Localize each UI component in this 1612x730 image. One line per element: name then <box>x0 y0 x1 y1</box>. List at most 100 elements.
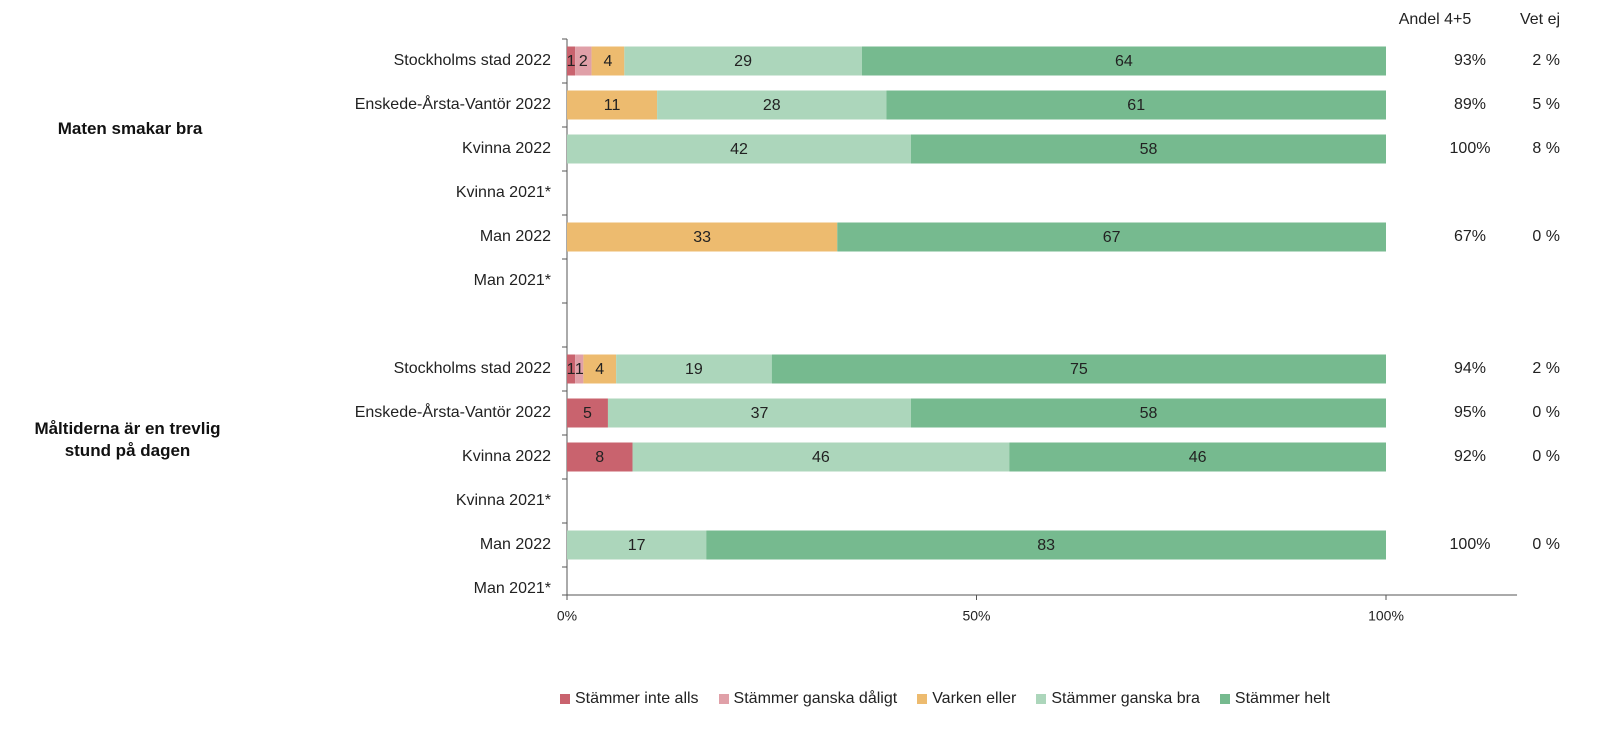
bar-segment <box>591 46 625 76</box>
bar-segment <box>616 354 772 384</box>
column-value: 0 % <box>1532 404 1560 421</box>
data-label: 42 <box>730 141 748 158</box>
column-value: 93% <box>1454 52 1486 69</box>
legend-swatch <box>559 694 570 704</box>
legend-swatch <box>917 694 928 704</box>
bar-segment <box>861 46 1386 76</box>
legend-swatch <box>1036 694 1047 704</box>
category-label: Stockholms stad 2022 <box>394 360 552 377</box>
bar-segment <box>567 134 911 164</box>
category-label: Man 2022 <box>480 228 551 245</box>
column-value: 5 % <box>1532 96 1560 113</box>
bar-segment <box>567 530 707 560</box>
category-label: Kvinna 2021* <box>456 492 551 509</box>
legend-label: Stämmer ganska dåligt <box>733 690 898 707</box>
legend-label: Varken eller <box>932 690 1017 707</box>
bar-segment <box>567 442 633 472</box>
legend-swatch <box>1219 694 1230 704</box>
bar-segment <box>771 354 1386 384</box>
bar-segment <box>886 90 1386 120</box>
data-label: 33 <box>693 229 711 246</box>
data-label: 61 <box>1127 97 1145 114</box>
bar-segment <box>567 222 838 252</box>
data-label: 8 <box>595 449 604 466</box>
column-value: 67% <box>1454 228 1486 245</box>
data-label: 58 <box>1140 405 1158 422</box>
bar-segment <box>583 354 617 384</box>
category-label: Enskede-Årsta-Vantör 2022 <box>355 94 551 113</box>
column-value: 0 % <box>1532 536 1560 553</box>
legend-label: Stämmer inte alls <box>574 690 699 707</box>
category-label: Man 2021* <box>474 580 551 597</box>
data-label: 28 <box>763 97 781 114</box>
category-label: Kvinna 2021* <box>456 184 551 201</box>
column-value: 2 % <box>1532 360 1560 377</box>
data-label: 11 <box>604 97 621 114</box>
category-label: Man 2021* <box>474 272 551 289</box>
category-label: Enskede-Årsta-Vantör 2022 <box>355 402 551 421</box>
legend-item: Stämmer helt <box>1219 690 1331 708</box>
legend: Stämmer inte alls Stämmer ganska dåligt Va… <box>0 690 1612 708</box>
legend-label: Stämmer helt <box>1234 690 1331 707</box>
column-value: 0 % <box>1532 228 1560 245</box>
data-label: 17 <box>628 537 646 554</box>
bar-segment <box>657 90 887 120</box>
column-value: 100% <box>1450 536 1491 553</box>
data-label: 58 <box>1140 141 1158 158</box>
data-label: 64 <box>1115 53 1133 70</box>
bar-segment <box>575 46 592 76</box>
column-value: 92% <box>1454 448 1486 465</box>
bar-segment <box>837 222 1386 252</box>
data-label: 5 <box>583 405 592 422</box>
data-label: 75 <box>1070 361 1088 378</box>
column-value: 100% <box>1450 140 1491 157</box>
data-label: 2 <box>579 53 588 70</box>
data-label: 67 <box>1103 229 1121 246</box>
bar-segment <box>1009 442 1386 472</box>
data-label: 1 <box>567 361 576 378</box>
data-label: 29 <box>734 53 752 70</box>
data-label: 46 <box>1189 449 1207 466</box>
column-value: 0 % <box>1532 448 1560 465</box>
bar-segment <box>567 90 658 120</box>
legend-swatch <box>718 694 729 704</box>
category-label: Kvinna 2022 <box>462 448 551 465</box>
data-label: 83 <box>1037 537 1055 554</box>
category-label: Stockholms stad 2022 <box>394 52 552 69</box>
column-value: 94% <box>1454 360 1486 377</box>
bar-segment <box>624 46 862 76</box>
bar-segment <box>567 354 576 384</box>
legend-item: Stämmer ganska dåligt <box>718 690 898 708</box>
column-header: Andel 4+5 <box>1399 11 1472 28</box>
data-label: 1 <box>575 361 584 378</box>
legend-item: Stämmer inte alls <box>559 690 699 708</box>
category-label: Kvinna 2022 <box>462 140 551 157</box>
legend-item: Stämmer ganska bra <box>1036 690 1200 708</box>
column-value: 95% <box>1454 404 1486 421</box>
x-tick-label: 100% <box>1368 608 1404 624</box>
column-value: 8 % <box>1532 140 1560 157</box>
data-label: 46 <box>812 449 830 466</box>
bar-segment <box>910 134 1386 164</box>
data-label: 1 <box>567 53 576 70</box>
bar-segment <box>567 398 608 428</box>
x-tick-label: 50% <box>962 608 990 624</box>
bar-segment <box>607 398 911 428</box>
bar-segment <box>706 530 1386 560</box>
data-label: 4 <box>595 361 604 378</box>
column-value: 89% <box>1454 96 1486 113</box>
column-value: 2 % <box>1532 52 1560 69</box>
bar-segment <box>632 442 1010 472</box>
bar-segment <box>567 46 576 76</box>
bar-segment <box>910 398 1386 428</box>
legend-item: Varken eller <box>917 690 1016 708</box>
data-label: 37 <box>751 405 769 422</box>
column-header: Vet ej <box>1520 11 1560 28</box>
legend-label: Stämmer ganska bra <box>1051 690 1200 707</box>
group-label: Maten smakar bra <box>57 119 203 138</box>
data-label: 19 <box>685 361 703 378</box>
x-tick-label: 0% <box>557 608 577 624</box>
group-label: Måltiderna är en trevlig stund på dagen <box>34 419 221 460</box>
